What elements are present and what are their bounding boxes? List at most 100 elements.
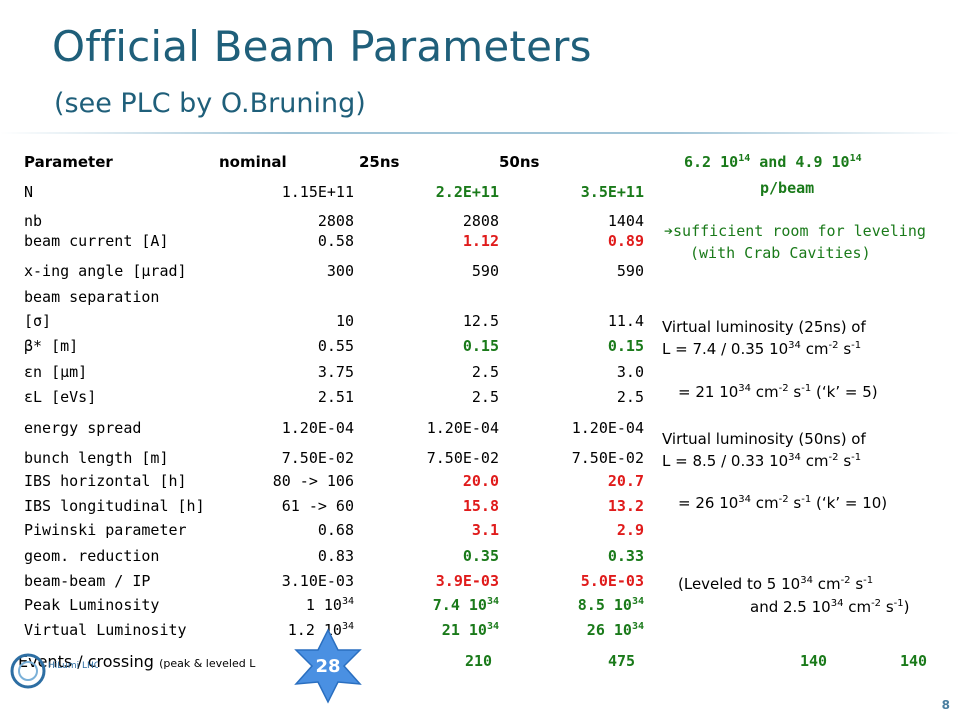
cell-50ns: 8.5 1034 <box>578 596 644 614</box>
cell-nominal-text: 10 <box>335 312 354 330</box>
cell-25ns-exp: 34 <box>486 621 499 632</box>
row-label: Virtual Luminosity <box>24 621 187 639</box>
vl50-exp: 34 <box>788 452 801 463</box>
vl50-result: = 26 10 <box>678 494 739 512</box>
arrow-right-icon: ➔ <box>664 222 674 240</box>
cell-nominal: 0.58 <box>318 232 354 250</box>
cell-50ns: 26 1034 <box>587 621 644 639</box>
row-label-text: Piwinski parameter <box>24 521 187 539</box>
cell-25ns-text: 0.15 <box>462 337 499 355</box>
row-label: nb <box>24 212 42 230</box>
cell-50ns: 13.2 <box>608 497 644 515</box>
table-row: nb 2808 2808 1404 <box>24 212 644 232</box>
table-row: [σ] 10 12.5 11.4 <box>24 312 644 332</box>
cell-nominal: 0.55 <box>318 337 354 355</box>
cell-nominal: 1.20E-04 <box>282 419 354 437</box>
cell-nominal-text: 1.20E-04 <box>281 419 354 437</box>
cell-25ns-text: 12.5 <box>462 312 499 330</box>
beam-intensity-a: 6.2 10 <box>684 153 739 171</box>
vl50-line1: Virtual luminosity (50ns) of <box>662 430 866 448</box>
vl25-k: (‘k’ = 5) <box>816 383 878 401</box>
cell-50ns-text: 26 10 <box>586 621 632 639</box>
cell-50ns-text: 0.33 <box>607 547 644 565</box>
cell-50ns-text: 590 <box>616 262 644 280</box>
table-row: bunch length [m] 7.50E-02 7.50E-02 7.50E-02 <box>24 449 644 469</box>
cell-25ns: 2808 <box>463 212 499 230</box>
cell-nominal-text: 80 -> 106 <box>272 472 354 490</box>
cell-nominal: 2808 <box>318 212 354 230</box>
cell-25ns: 21 1034 <box>442 621 499 639</box>
row-label: N <box>24 183 33 201</box>
row-label-text: energy spread <box>24 419 142 437</box>
table-row: Virtual Luminosity 1.2 1034 21 1034 26 1034 <box>24 621 644 641</box>
row-label-text: beam-beam / IP <box>24 572 151 590</box>
cell-25ns-text: 0.35 <box>462 547 499 565</box>
cell-nominal-text: 2808 <box>317 212 354 230</box>
cell-nominal: 3.75 <box>318 363 354 381</box>
cell-50ns: 0.89 <box>608 232 644 250</box>
cell-25ns-text: 7.4 10 <box>432 596 487 614</box>
row-label: IBS horizontal [h] <box>24 472 187 490</box>
cell-nominal: 1 1034 <box>306 596 354 614</box>
vl25-cm-exp: -2 <box>828 340 839 351</box>
cell-nominal-text: 1 10 <box>305 596 342 614</box>
cell-25ns-text: 590 <box>471 262 499 280</box>
cell-50ns: 1.20E-04 <box>572 419 644 437</box>
events-25ns: 210 <box>465 652 493 670</box>
cell-50ns-text: 2.9 <box>616 521 644 539</box>
table-row: beam-beam / IP 3.10E-03 3.9E-03 5.0E-03 <box>24 572 644 592</box>
row-label-text: geom. reduction <box>24 547 160 565</box>
cell-25ns: 1.20E-04 <box>427 419 499 437</box>
vl50-result-s: s <box>793 494 802 512</box>
vl50-result-cm: cm <box>755 494 779 512</box>
cell-nominal: 61 -> 60 <box>282 497 354 515</box>
badge-number: 28 <box>315 656 340 677</box>
vl25-result-cm-exp: -2 <box>778 383 789 394</box>
vl25-value: L = 7.4 / 0.35 10 <box>662 340 789 358</box>
header-parameter: Parameter <box>24 153 113 171</box>
leveled-line1: (Leveled to 5 1034 cm-2 s-1 <box>678 575 873 593</box>
table-row: εn [μm] 3.75 2.5 3.0 <box>24 363 644 383</box>
table-row: Peak Luminosity 1 1034 7.4 1034 8.5 1034 <box>24 596 644 616</box>
cell-25ns-text: 1.20E-04 <box>426 419 499 437</box>
row-label: εL [eVs] <box>24 388 96 406</box>
cell-50ns: 2.5 <box>617 388 644 406</box>
row-label: beam-beam / IP <box>24 572 150 590</box>
vl25-s-exp: -1 <box>851 340 862 351</box>
table-row: εL [eVs] 2.51 2.5 2.5 <box>24 388 644 408</box>
vl25-cm: cm <box>805 340 829 358</box>
vl25-line1: Virtual luminosity (25ns) of <box>662 318 866 336</box>
row-label-text: Virtual Luminosity <box>24 621 187 639</box>
row-label-text: IBS horizontal [h] <box>24 472 187 490</box>
cell-25ns: 15.8 <box>463 497 499 515</box>
events-note: (peak & leveled L <box>159 657 256 670</box>
cell-50ns-text: 7.50E-02 <box>571 449 644 467</box>
cell-50ns: 0.33 <box>608 547 644 565</box>
row-label-text: [σ] <box>24 312 52 330</box>
cell-50ns: 0.15 <box>608 337 644 355</box>
cell-nominal: 2.51 <box>318 388 354 406</box>
row-label-text: bunch length [m] <box>24 449 169 467</box>
cell-nominal: 0.68 <box>318 521 354 539</box>
page-number: 8 <box>941 698 950 712</box>
leveled-cm-exp1: -2 <box>840 575 851 586</box>
cell-25ns: 0.35 <box>463 547 499 565</box>
cell-nominal-text: 0.68 <box>317 521 354 539</box>
row-label-text: x-ing angle [μrad] <box>24 262 187 280</box>
events-leveled-25ns: 140 <box>800 652 828 670</box>
cell-25ns-text: 2.5 <box>471 363 499 381</box>
cell-25ns-text: 1.12 <box>462 232 499 250</box>
row-label: geom. reduction <box>24 547 159 565</box>
row-label-text: Peak Luminosity <box>24 596 160 614</box>
table-row: beam current [A] 0.58 1.12 0.89 <box>24 232 644 252</box>
cell-25ns: 3.1 <box>472 521 499 539</box>
row-label: β* [m] <box>24 337 78 355</box>
cell-nominal: 1.15E+11 <box>282 183 354 201</box>
cell-25ns-text: 3.1 <box>471 521 499 539</box>
cell-50ns-text: 20.7 <box>607 472 644 490</box>
cell-nominal-text: 0.55 <box>317 337 354 355</box>
cell-50ns: 7.50E-02 <box>572 449 644 467</box>
cell-25ns: 1.12 <box>463 232 499 250</box>
leveled-s1: s <box>855 575 864 593</box>
vl50-s-exp: -1 <box>851 452 862 463</box>
